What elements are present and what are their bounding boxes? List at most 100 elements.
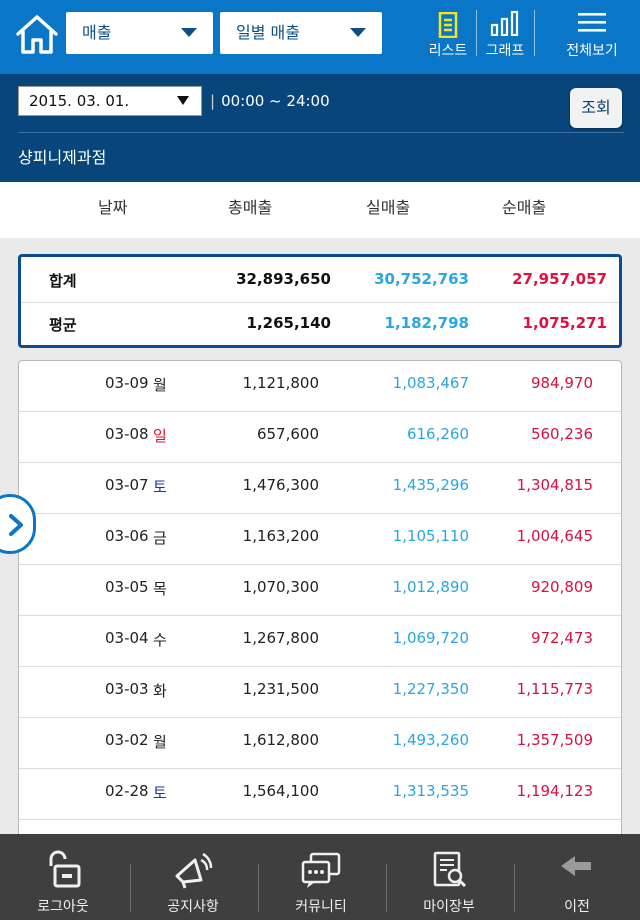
row-total-sales: 1,564,100 [242, 782, 319, 800]
row-date: 03-08 [105, 425, 149, 443]
summary-label: 평균 [49, 316, 77, 334]
back-button[interactable]: 이전 [514, 834, 640, 920]
table-row[interactable]: 03-09 월 1,121,800 1,083,467 984,970 [19, 361, 621, 412]
chevron-down-icon [350, 28, 366, 37]
summary-net-sales: 1,075,271 [522, 314, 607, 332]
unlock-icon [49, 850, 81, 888]
row-weekday: 월 [153, 733, 167, 751]
column-header-net-sales: 순매출 [502, 198, 547, 217]
row-total-sales: 1,163,200 [242, 527, 319, 545]
divider [386, 864, 387, 912]
divider [476, 10, 477, 56]
row-total-sales: 1,231,500 [242, 680, 319, 698]
row-total-sales: 1,121,800 [242, 374, 319, 392]
period-select[interactable]: 일별 매출 [220, 12, 382, 54]
logout-button[interactable]: 로그아웃 [0, 834, 126, 920]
summary-row-total: 합계 32,893,650 30,752,763 27,957,057 [21, 259, 619, 303]
table-row[interactable]: 03-02 월 1,612,800 1,493,260 1,357,509 [19, 718, 621, 769]
community-button[interactable]: 커뮤니티 [258, 834, 384, 920]
row-real-sales: 616,260 [406, 425, 469, 443]
row-real-sales: 1,493,260 [392, 731, 469, 749]
notice-button[interactable]: 공지사항 [130, 834, 256, 920]
row-date: 02-28 [105, 782, 149, 800]
row-weekday: 수 [153, 631, 167, 649]
notice-label: 공지사항 [167, 899, 219, 915]
row-net-sales: 560,236 [530, 425, 593, 443]
chevron-down-icon [177, 96, 189, 105]
list-icon [438, 12, 458, 38]
row-net-sales: 1,357,509 [516, 731, 593, 749]
row-total-sales: 1,476,300 [242, 476, 319, 494]
divider [130, 864, 131, 912]
summary-real-sales: 1,182,798 [384, 314, 469, 332]
table-row[interactable]: 03-05 목 1,070,300 1,012,890 920,809 [19, 565, 621, 616]
table-row[interactable]: 03-08 일 657,600 616,260 560,236 [19, 412, 621, 463]
menu-label: 전체보기 [566, 43, 618, 59]
category-select[interactable]: 매출 [66, 12, 213, 54]
time-range-value: 00:00 ~ 24:00 [221, 92, 330, 110]
summary-total-sales: 1,265,140 [246, 314, 331, 332]
column-header: 날짜 총매출 실매출 순매출 [0, 182, 640, 238]
row-date: 03-03 [105, 680, 149, 698]
table-row[interactable]: 03-07 토 1,476,300 1,435,296 1,304,815 [19, 463, 621, 514]
arrow-left-icon [561, 856, 591, 876]
side-drawer-toggle[interactable] [0, 494, 36, 554]
row-date: 03-02 [105, 731, 149, 749]
row-weekday: 토 [153, 478, 167, 496]
my-ledger-label: 마이장부 [423, 899, 475, 915]
row-date: 03-07 [105, 476, 149, 494]
row-real-sales: 1,435,296 [392, 476, 469, 494]
row-date: 03-09 [105, 374, 149, 392]
daily-sales-list[interactable]: 03-09 월 1,121,800 1,083,467 984,970 03-0… [18, 360, 622, 838]
summary-real-sales: 30,752,763 [374, 270, 469, 288]
divider [18, 132, 624, 133]
row-date: 03-05 [105, 578, 149, 596]
row-net-sales: 920,809 [530, 578, 593, 596]
row-net-sales: 1,304,815 [516, 476, 593, 494]
row-weekday: 일 [153, 427, 167, 445]
graph-view-button[interactable]: 그래프 [478, 0, 532, 74]
graph-view-label: 그래프 [485, 43, 525, 59]
summary-net-sales: 27,957,057 [512, 270, 607, 288]
row-net-sales: 972,473 [530, 629, 593, 647]
table-row[interactable]: 03-03 화 1,231,500 1,227,350 1,115,773 [19, 667, 621, 718]
query-button[interactable]: 조회 [570, 88, 622, 128]
row-net-sales: 1,194,123 [516, 782, 593, 800]
divider [534, 10, 535, 56]
row-weekday: 토 [153, 784, 167, 802]
back-label: 이전 [564, 899, 590, 915]
divider [514, 864, 515, 912]
row-net-sales: 1,004,645 [516, 527, 593, 545]
row-real-sales: 1,083,467 [392, 374, 469, 392]
list-view-label: 리스트 [428, 43, 468, 59]
summary-box: 합계 32,893,650 30,752,763 27,957,057 평균 1… [18, 254, 622, 348]
row-date: 03-04 [105, 629, 149, 647]
row-total-sales: 1,267,800 [242, 629, 319, 647]
table-row[interactable]: 02-28 토 1,564,100 1,313,535 1,194,123 [19, 769, 621, 820]
table-row[interactable]: 03-06 금 1,163,200 1,105,110 1,004,645 [19, 514, 621, 565]
chat-bubbles-icon [301, 852, 341, 888]
row-total-sales: 1,070,300 [242, 578, 319, 596]
chevron-down-icon [181, 28, 197, 37]
date-select-value: 2015. 03. 01. [29, 92, 130, 110]
shop-name: 샹피니제과점 [18, 148, 107, 167]
menu-button[interactable]: 전체보기 [556, 0, 628, 74]
bar-chart-icon [490, 10, 519, 36]
ledger-search-icon [433, 851, 467, 888]
home-icon[interactable] [14, 12, 60, 58]
row-weekday: 금 [153, 529, 167, 547]
table-row[interactable]: 03-04 수 1,267,800 1,069,720 972,473 [19, 616, 621, 667]
logout-label: 로그아웃 [37, 899, 89, 915]
my-ledger-button[interactable]: 마이장부 [386, 834, 512, 920]
date-select[interactable]: 2015. 03. 01. [18, 86, 202, 116]
row-real-sales: 1,313,535 [392, 782, 469, 800]
column-header-total-sales: 총매출 [228, 198, 273, 217]
list-view-button[interactable]: 리스트 [422, 0, 474, 74]
divider [258, 864, 259, 912]
row-total-sales: 657,600 [256, 425, 319, 443]
row-weekday: 목 [153, 580, 167, 598]
row-real-sales: 1,069,720 [392, 629, 469, 647]
row-weekday: 월 [153, 376, 167, 394]
period-select-value: 일별 매출 [236, 23, 300, 42]
summary-label: 합계 [49, 272, 77, 290]
